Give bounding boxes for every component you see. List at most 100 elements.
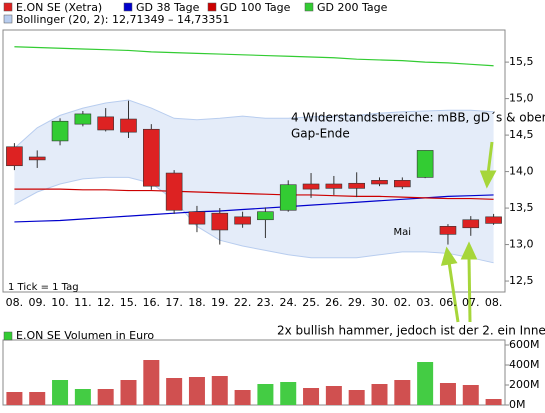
x-tick-label: 16.: [143, 296, 161, 309]
bollinger-upper: [14, 99, 494, 149]
volume-bar: [257, 384, 274, 405]
arrow: [486, 141, 494, 175]
volume-bar: [29, 392, 46, 405]
volume-bar: [348, 390, 365, 405]
volume-bar: [166, 378, 183, 405]
legend-label: Bollinger (20, 2): 12,71349 – 14,73351: [16, 13, 229, 26]
candle-body: [348, 182, 365, 189]
legend-swatch: [3, 2, 13, 12]
legend-label: E.ON SE Volumen in Euro: [16, 329, 154, 342]
x-tick-label: 17.: [165, 296, 183, 309]
y-tick-label: 13,0: [509, 238, 534, 251]
x-tick-label: 22.: [234, 296, 252, 309]
legend-swatch: [304, 2, 314, 12]
x-tick-label: 18.: [188, 296, 206, 309]
candle-body: [302, 183, 320, 190]
x-tick-label: 10.: [51, 296, 69, 309]
volume-bar: [280, 382, 297, 405]
y-tick-label: 400M: [509, 358, 540, 371]
candle-body: [462, 219, 480, 229]
legend-swatch: [207, 2, 217, 12]
volume-bar: [485, 399, 502, 405]
bollinger-lower: [14, 176, 494, 264]
legend-swatch: [3, 331, 13, 341]
legend-swatch: [3, 14, 13, 24]
volume-bar: [234, 390, 251, 405]
arrow-head: [479, 170, 497, 189]
x-tick-label: 12.: [97, 296, 115, 309]
volume-bar: [211, 376, 228, 405]
x-tick-label: 26.: [325, 296, 343, 309]
legend-label: GD 38 Tage: [136, 1, 200, 14]
candle-body: [257, 211, 274, 221]
volume-bar: [394, 380, 411, 405]
candle-body: [120, 118, 137, 133]
volume-bar: [371, 384, 388, 405]
candle-body: [74, 113, 92, 125]
x-tick-label: 23.: [257, 296, 275, 309]
y-tick-label: 15,5: [509, 55, 534, 68]
y-tick-label: 200M: [509, 378, 540, 391]
annotation-arrows: [440, 141, 497, 323]
arrow-head: [460, 241, 478, 260]
volume-bar: [417, 362, 434, 405]
x-tick-label: 06.: [439, 296, 457, 309]
x-tick-label: 24.: [279, 296, 297, 309]
x-tick-label: 25.: [302, 296, 320, 309]
candle-body: [234, 216, 251, 225]
x-tick-label: 08.: [6, 296, 24, 309]
annotation: 2x bullish hammer, jedoch ist der 2. ein…: [277, 324, 545, 338]
candle-body: [165, 172, 183, 211]
x-tick-label: 09.: [28, 296, 46, 309]
candle-body: [394, 180, 411, 188]
candle-body: [28, 156, 46, 161]
legend-label: GD 200 Tage: [317, 1, 388, 14]
y-tick-label: 14,0: [509, 165, 534, 178]
candle-body: [416, 150, 434, 178]
candle-body: [371, 180, 388, 185]
volume-bar: [6, 392, 23, 405]
legend-label: GD 100 Tage: [220, 1, 291, 14]
x-tick-label: 19.: [211, 296, 229, 309]
annotation: 4 WIderstandsbereiche: mBB, gD´s & obere…: [291, 111, 545, 125]
candle-body: [143, 128, 160, 187]
x-tick-label: 07.: [462, 296, 480, 309]
x-tick-label: 15.: [120, 296, 138, 309]
volume-bar: [439, 383, 456, 405]
moving-average: [14, 188, 494, 200]
y-tick-label: 14,5: [509, 128, 534, 141]
y-tick-label: 0M: [509, 398, 526, 411]
annotation: Gap-Ende: [291, 127, 350, 141]
volume-bar: [74, 389, 91, 405]
moving-average: [14, 46, 494, 67]
y-tick-label: 12,5: [509, 274, 534, 287]
y-tick-label: 600M: [509, 338, 540, 351]
candle-body: [325, 183, 343, 189]
y-tick-label: 15,0: [509, 92, 534, 105]
x-tick-label: 11.: [74, 296, 92, 309]
candle-body: [97, 116, 114, 131]
arrow: [447, 261, 460, 323]
volume-bar: [325, 386, 342, 405]
x-tick-label: 03.: [416, 296, 434, 309]
volume-bar: [188, 377, 205, 405]
month-label: Mai: [394, 227, 412, 238]
annotation: 1 Tick = 1 Tag: [8, 282, 79, 293]
volume-bar: [120, 380, 137, 405]
y-tick-label: 13,5: [509, 201, 534, 214]
candle-body: [211, 212, 229, 231]
x-tick-label: 02.: [394, 296, 412, 309]
x-tick-label: 08.: [485, 296, 503, 309]
candle-body: [188, 211, 206, 225]
legend-label: E.ON SE (Xetra): [16, 1, 102, 14]
candle-body: [6, 146, 23, 167]
bollinger-band: [14, 100, 494, 263]
candle-body: [485, 216, 502, 224]
volume-bar: [143, 360, 160, 405]
volume-bar: [52, 380, 69, 405]
x-tick-label: 29.: [348, 296, 366, 309]
volume-bar: [462, 385, 479, 405]
moving-average: [14, 194, 494, 223]
volume-bar: [97, 389, 114, 405]
